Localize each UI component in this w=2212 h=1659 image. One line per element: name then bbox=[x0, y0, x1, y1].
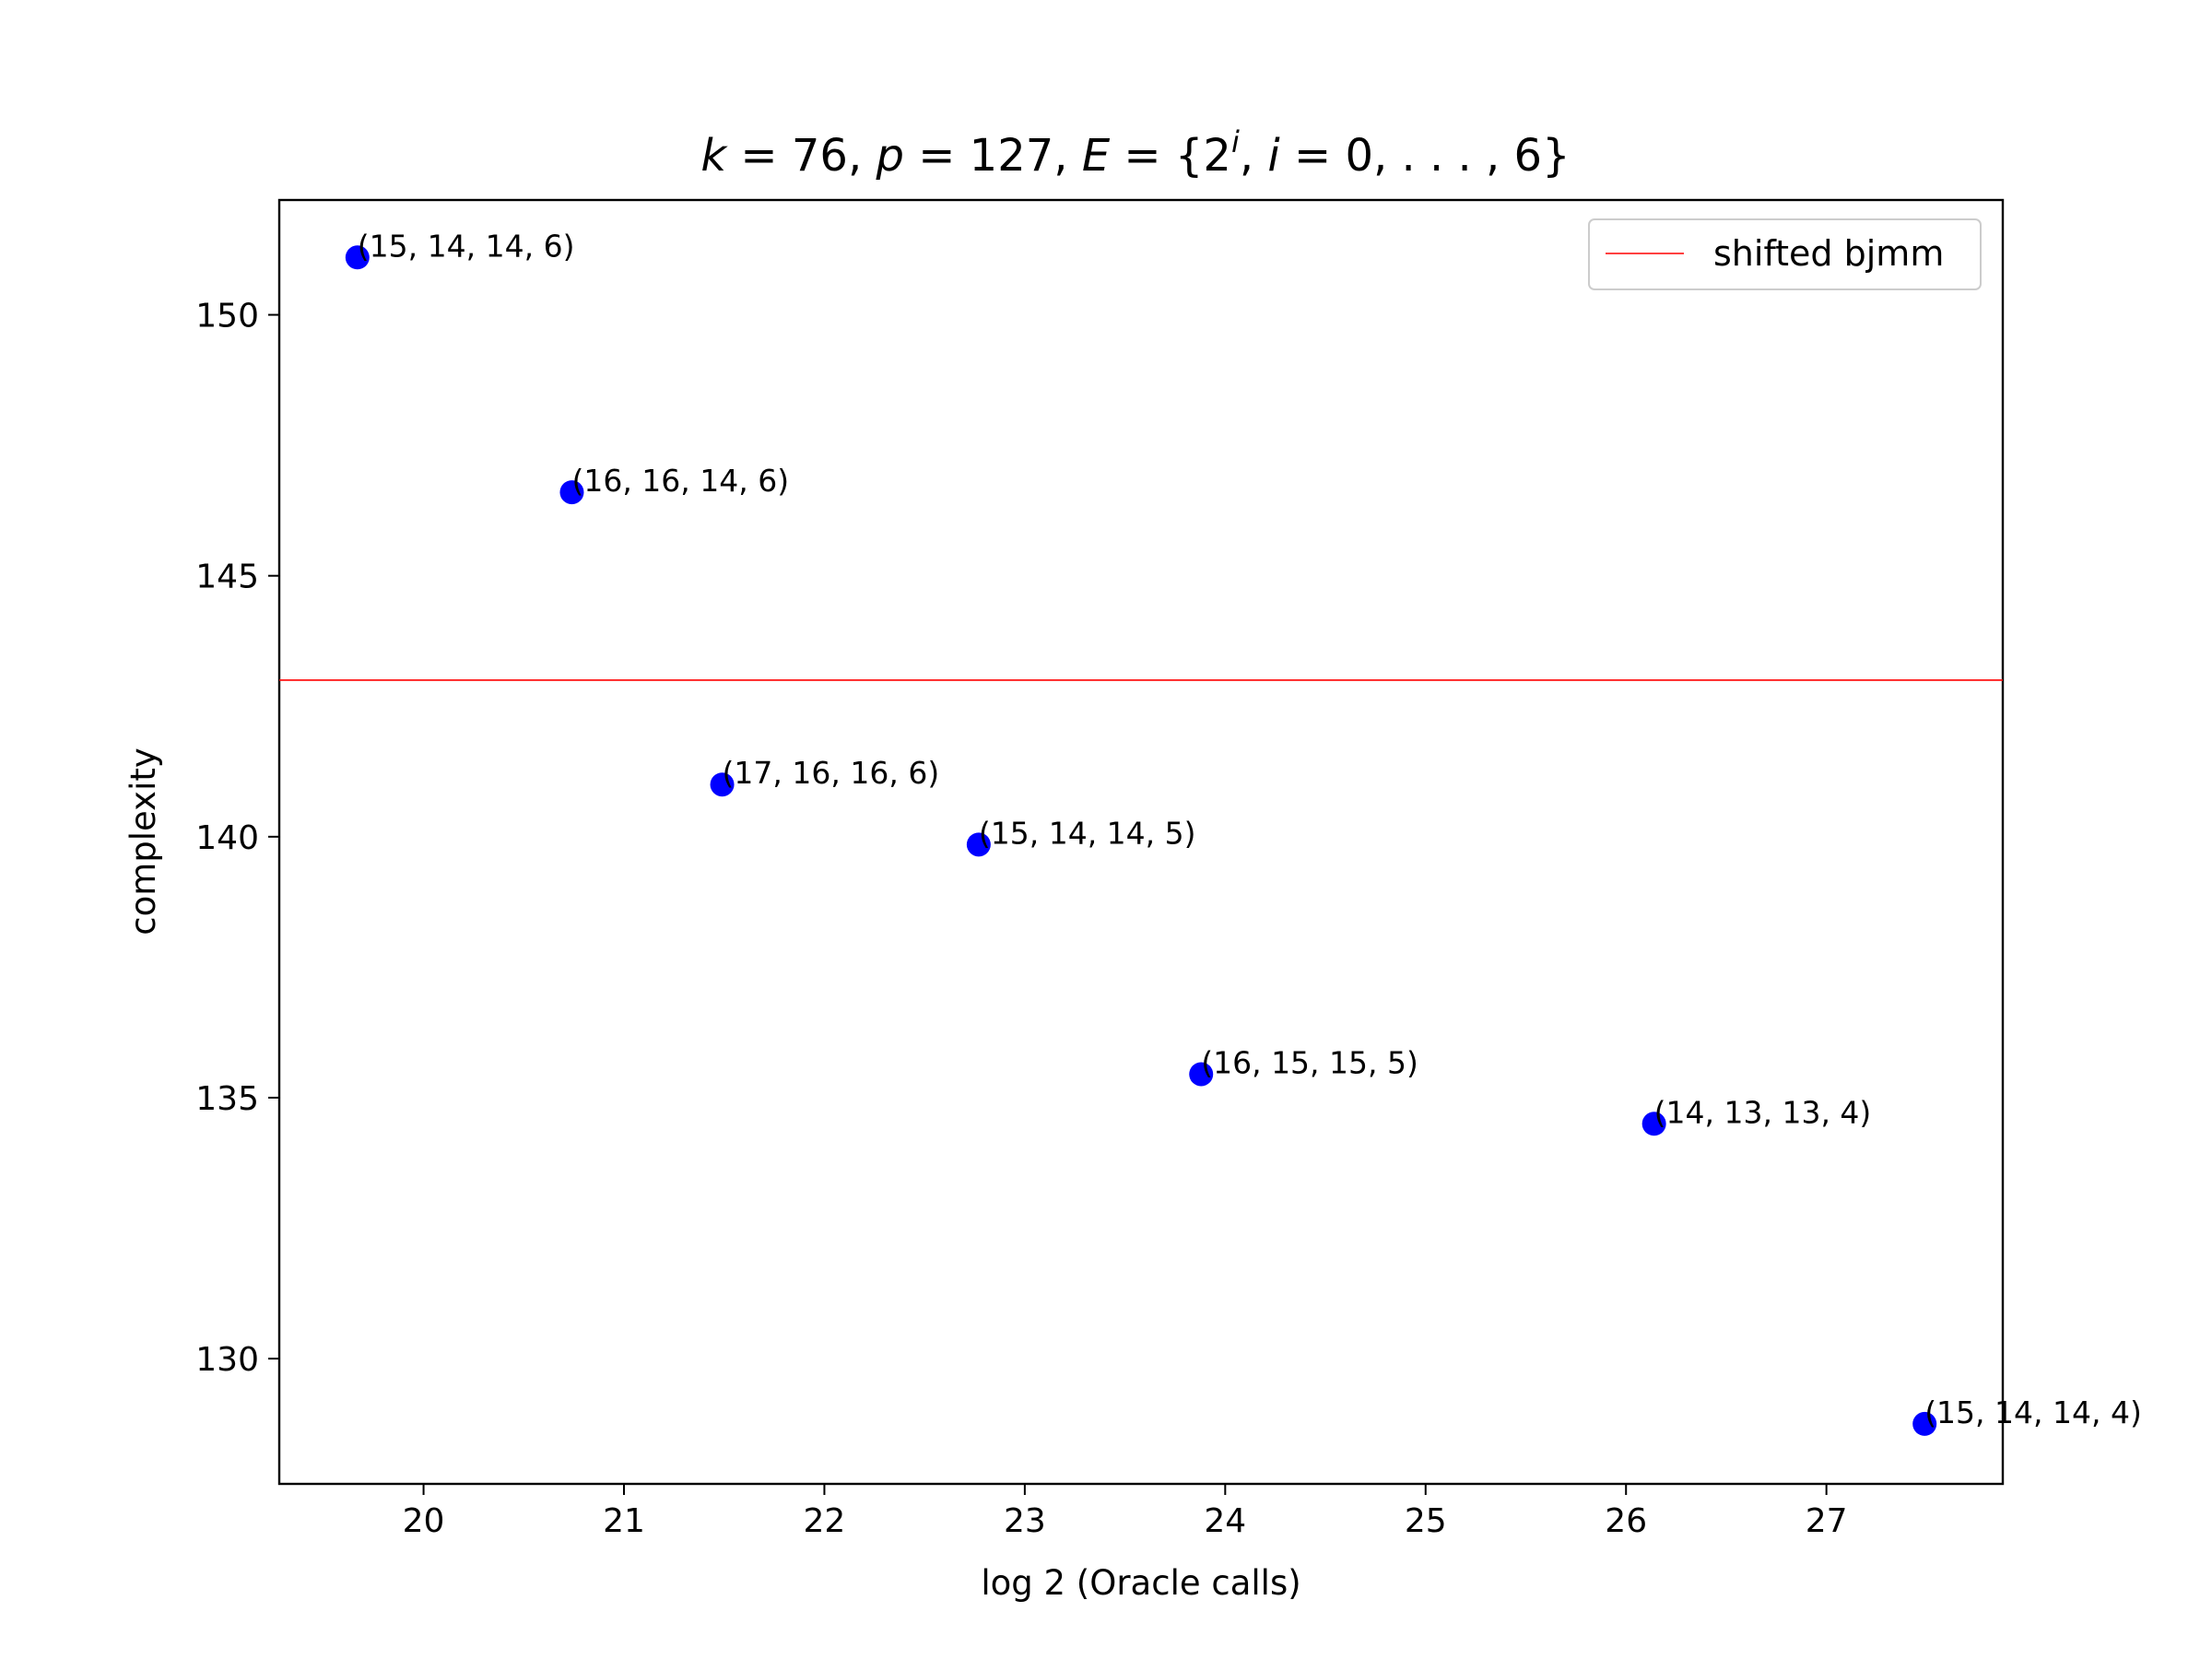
y-tick-label: 130 bbox=[195, 1341, 259, 1379]
title-p-value: = 127, bbox=[904, 130, 1082, 182]
title-k-variable: k bbox=[700, 130, 728, 182]
point-label: (16, 16, 14, 6) bbox=[571, 463, 789, 499]
x-tick-label: 23 bbox=[1004, 1502, 1046, 1540]
scatter-point bbox=[1912, 1411, 1937, 1436]
y-tick-label: 150 bbox=[195, 298, 259, 335]
scatter-point bbox=[710, 772, 735, 797]
title-i-variable: i bbox=[1267, 130, 1280, 182]
y-tick-label: 140 bbox=[195, 819, 259, 857]
x-tick-label: 21 bbox=[603, 1502, 645, 1540]
title-comma: , bbox=[1240, 130, 1268, 182]
x-tick-label: 22 bbox=[804, 1502, 846, 1540]
legend-box bbox=[1588, 218, 1982, 290]
point-label: (16, 15, 15, 5) bbox=[1201, 1044, 1418, 1080]
x-axis-title: log 2 (Oracle calls) bbox=[981, 1563, 1300, 1603]
plot-area-frame bbox=[277, 198, 2005, 1486]
data-points: (15, 14, 14, 6) (16, 16, 14, 6) (17, 16, 1… bbox=[345, 228, 2142, 1436]
x-tick-label: 25 bbox=[1405, 1502, 1447, 1540]
y-axis-ticks: 130 135 140 145 150 bbox=[195, 298, 279, 1379]
x-axis-ticks: 20 21 22 23 24 25 26 27 bbox=[403, 1484, 1848, 1540]
scatter-point bbox=[1189, 1062, 1214, 1087]
scatter-point bbox=[345, 245, 370, 270]
x-tick-label: 24 bbox=[1204, 1502, 1246, 1540]
legend: shifted bjmm bbox=[1588, 218, 1982, 290]
scatter-point bbox=[1641, 1112, 1666, 1136]
chart-title: k = 76, p = 127, E = {2i, i = 0, . . . ,… bbox=[700, 124, 1570, 182]
title-k-value: = 76, bbox=[726, 130, 876, 182]
title-e-variable: E bbox=[1082, 130, 1111, 182]
x-tick-label: 27 bbox=[1806, 1502, 1848, 1540]
point-label: (14, 13, 13, 4) bbox=[1654, 1094, 1872, 1130]
point-label: (15, 14, 14, 4) bbox=[1924, 1394, 2142, 1430]
point-label: (15, 14, 14, 6) bbox=[358, 228, 575, 264]
y-tick-label: 145 bbox=[195, 559, 259, 596]
x-tick-label: 20 bbox=[403, 1502, 445, 1540]
title-p-variable: p bbox=[875, 130, 903, 182]
point-label: (17, 16, 16, 6) bbox=[723, 755, 940, 791]
y-axis-title: complexity bbox=[124, 747, 163, 935]
title-e-set-open: = {2 bbox=[1110, 130, 1231, 182]
legend-label-shifted-bjmm: shifted bjmm bbox=[1713, 233, 1944, 274]
title-superscript: i bbox=[1231, 124, 1240, 159]
scatter-point bbox=[559, 480, 584, 505]
scatter-point bbox=[966, 832, 991, 857]
x-tick-label: 26 bbox=[1605, 1502, 1647, 1540]
y-tick-label: 135 bbox=[195, 1080, 259, 1118]
point-label: (15, 14, 14, 5) bbox=[979, 815, 1196, 851]
title-set-tail: = 0, . . . , 6} bbox=[1280, 130, 1571, 182]
